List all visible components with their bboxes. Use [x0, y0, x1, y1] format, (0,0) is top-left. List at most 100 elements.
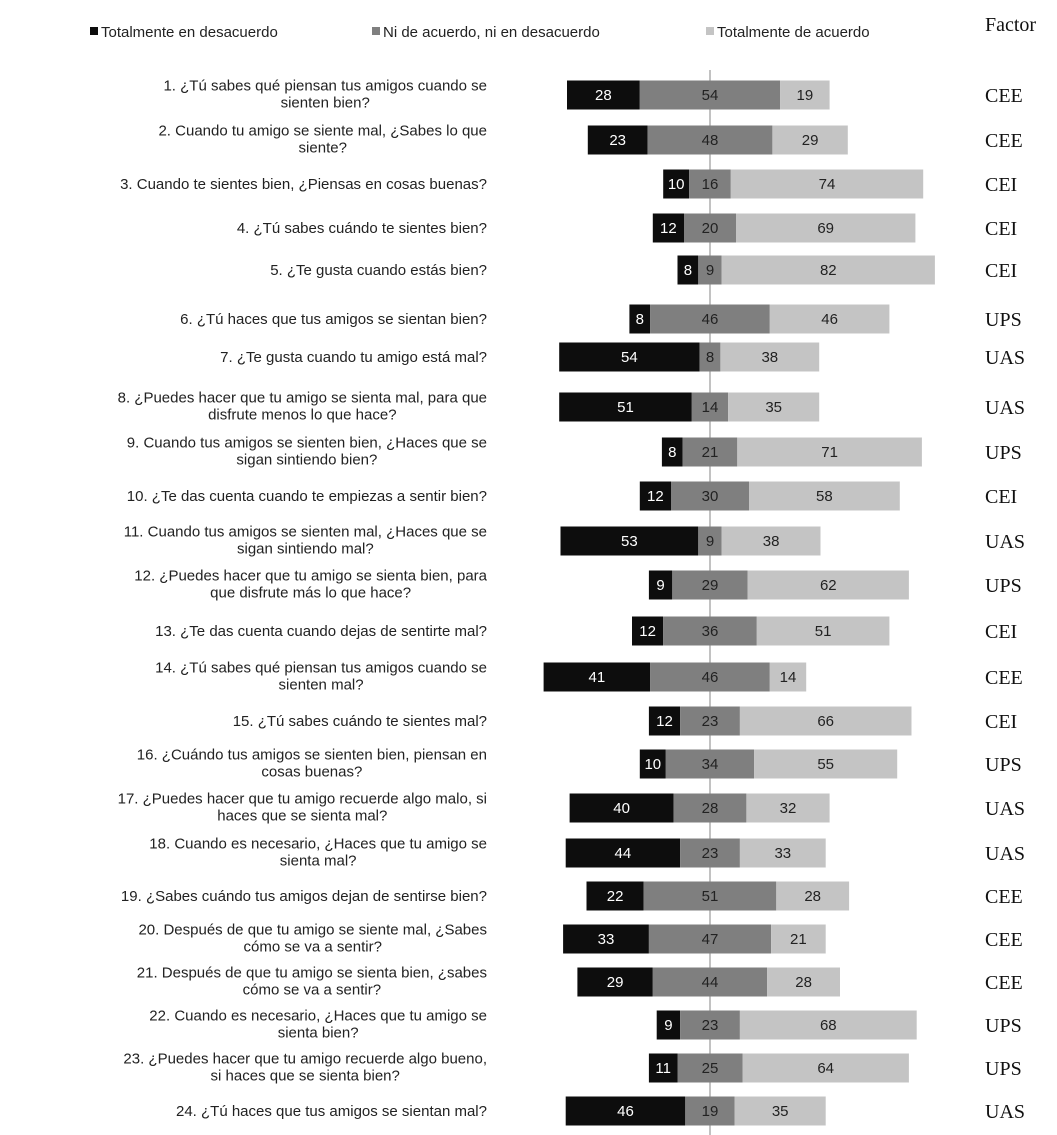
question-label: 13. ¿Te das cuenta cuando dejas de senti…: [155, 623, 487, 640]
question-label: sigan sintiendo mal?: [237, 541, 374, 558]
bar-label-neutral: 28: [702, 800, 719, 817]
bar-label-agree: 62: [820, 577, 837, 594]
factor-label: UPS: [985, 442, 1022, 464]
question-label: sienta mal?: [280, 853, 357, 870]
question-label: 23. ¿Puedes hacer que tu amigo recuerde …: [123, 1051, 487, 1068]
bar-disagree: [648, 1053, 678, 1083]
question-label: sienta bien?: [278, 1025, 359, 1042]
bar-label-neutral: 9: [706, 533, 714, 550]
bar-agree: [767, 967, 840, 997]
bar-label-agree: 46: [821, 311, 838, 328]
bar-neutral: [665, 749, 755, 779]
bar-neutral: [663, 616, 757, 646]
bar-disagree: [663, 169, 690, 199]
bar-label-agree: 51: [815, 623, 832, 640]
bar-agree: [720, 342, 820, 372]
factor-label: CEI: [985, 621, 1017, 643]
bar-agree: [736, 213, 916, 243]
bar-agree: [769, 304, 890, 334]
bar-label-agree: 38: [763, 533, 780, 550]
bar-agree: [756, 616, 890, 646]
bar-disagree: [587, 125, 648, 155]
question-label: 10. ¿Te das cuenta cuando te empiezas a …: [127, 488, 487, 505]
bar-label-agree: 68: [820, 1017, 837, 1034]
plot-area: 1. ¿Tú sabes qué piensan tus amigos cuan…: [118, 70, 1025, 1135]
factor-label: CEE: [985, 85, 1023, 107]
bar-label-neutral: 54: [702, 87, 719, 104]
bar-agree: [730, 169, 924, 199]
question-label: 3. Cuando te sientes bien, ¿Piensas en c…: [120, 176, 487, 193]
question-label: 4. ¿Tú sabes cuándo te sientes bien?: [237, 220, 487, 237]
question-row: 3. Cuando te sientes bien, ¿Piensas en c…: [120, 169, 1017, 199]
bar-label-disagree: 9: [664, 1017, 672, 1034]
bar-disagree: [656, 1010, 681, 1040]
bar-label-disagree: 54: [621, 349, 638, 366]
question-label: 1. ¿Tú sabes qué piensan tus amigos cuan…: [163, 78, 487, 95]
bar-neutral: [682, 437, 738, 467]
bar-neutral: [698, 526, 722, 556]
bar-neutral: [677, 1053, 743, 1083]
question-label: cosas buenas?: [261, 764, 362, 781]
bar-label-agree: 69: [817, 220, 834, 237]
bar-agree: [769, 662, 807, 692]
legend: Totalmente en desacuerdo Ni de acuerdo, …: [90, 24, 870, 41]
bar-label-agree: 82: [820, 262, 837, 279]
bar-agree: [747, 570, 909, 600]
bar-neutral: [650, 662, 770, 692]
factor-label: UPS: [985, 1058, 1022, 1080]
factor-label: CEI: [985, 218, 1017, 240]
factor-label: CEE: [985, 130, 1023, 152]
bar-agree: [739, 706, 912, 736]
bar-label-neutral: 51: [702, 888, 719, 905]
legend-swatch-agree: [706, 27, 714, 35]
bar-neutral: [680, 1010, 740, 1040]
bar-label-disagree: 22: [607, 888, 624, 905]
factor-label: CEE: [985, 972, 1023, 994]
bar-agree: [734, 1096, 826, 1126]
question-label: cómo se va a sentir?: [244, 939, 382, 956]
question-label: 15. ¿Tú sabes cuándo te sientes mal?: [233, 713, 487, 730]
question-row: 14. ¿Tú sabes qué piensan tus amigos cua…: [155, 660, 1023, 694]
factor-label: UAS: [985, 397, 1025, 419]
bar-disagree: [559, 342, 700, 372]
bar-label-neutral: 14: [702, 399, 719, 416]
bar-neutral: [673, 793, 747, 823]
bar-label-neutral: 29: [702, 577, 719, 594]
factor-label: CEI: [985, 260, 1017, 282]
bar-label-agree: 29: [802, 132, 819, 149]
bar-agree: [749, 481, 900, 511]
bar-agree: [739, 1010, 917, 1040]
bar-label-agree: 38: [761, 349, 778, 366]
question-label: 24. ¿Tú haces que tus amigos se sientan …: [176, 1103, 487, 1120]
question-label: 16. ¿Cuándo tus amigos se sienten bien, …: [137, 747, 487, 764]
question-row: 24. ¿Tú haces que tus amigos se sientan …: [176, 1096, 1025, 1126]
bar-disagree: [648, 706, 681, 736]
bar-label-agree: 35: [765, 399, 782, 416]
bar-label-disagree: 12: [647, 488, 664, 505]
question-row: 12. ¿Puedes hacer que tu amigo se sienta…: [134, 568, 1021, 602]
bar-disagree: [639, 481, 671, 511]
question-row: 4. ¿Tú sabes cuándo te sientes bien? 12 20…: [237, 213, 1017, 243]
bar-neutral: [684, 213, 736, 243]
question-row: 5. ¿Te gusta cuando estás bien? 8 9 82 CEI: [270, 255, 1017, 285]
bar-label-agree: 74: [819, 176, 836, 193]
question-label: sienten bien?: [281, 95, 370, 112]
bar-disagree: [661, 437, 683, 467]
question-row: 17. ¿Puedes hacer que tu amigo recuerde …: [118, 791, 1025, 825]
question-row: 6. ¿Tú haces que tus amigos se sientan b…: [180, 304, 1022, 334]
bar-disagree: [567, 80, 640, 110]
question-label: 6. ¿Tú haces que tus amigos se sientan b…: [180, 311, 487, 328]
bar-neutral: [672, 570, 748, 600]
bar-label-neutral: 8: [706, 349, 714, 366]
factor-label: UAS: [985, 347, 1025, 369]
bar-label-disagree: 28: [595, 87, 612, 104]
bar-label-neutral: 46: [702, 311, 719, 328]
question-label: siente?: [299, 140, 347, 157]
bar-label-disagree: 29: [607, 974, 624, 991]
bar-disagree: [543, 662, 651, 692]
question-label: 17. ¿Puedes hacer que tu amigo recuerde …: [118, 791, 487, 808]
bar-label-agree: 58: [816, 488, 833, 505]
bar-neutral: [650, 304, 770, 334]
bar-label-neutral: 23: [702, 845, 719, 862]
